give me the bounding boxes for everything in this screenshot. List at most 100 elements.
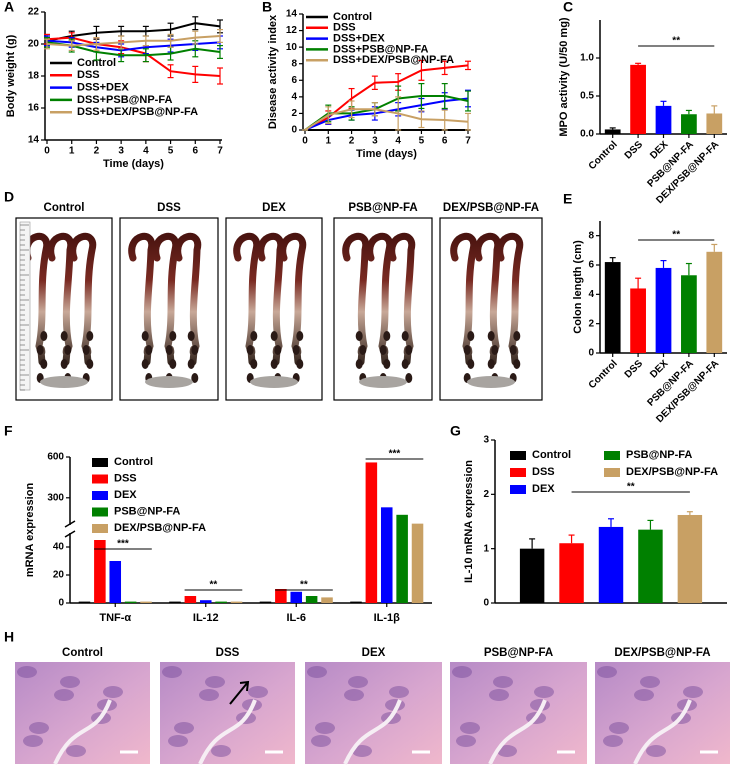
panel-label: E bbox=[563, 191, 572, 207]
crypt bbox=[162, 666, 182, 678]
legend-label: DEX bbox=[114, 489, 137, 501]
x-tick-label: 7 bbox=[465, 136, 471, 147]
significance-label: *** bbox=[389, 449, 401, 460]
photo-label: PSB@NP-FA bbox=[484, 647, 553, 659]
stool bbox=[187, 331, 195, 341]
arrow bbox=[229, 680, 250, 705]
crypt bbox=[29, 722, 49, 734]
legend-label: DEX bbox=[532, 483, 555, 495]
y-axis-label: mRNA expression bbox=[24, 483, 36, 578]
crypt bbox=[344, 689, 364, 701]
x-tick-label: 2 bbox=[349, 136, 355, 147]
crypt bbox=[452, 666, 472, 678]
crypt bbox=[54, 689, 74, 701]
crypt bbox=[460, 722, 480, 734]
y-tick-label: 22 bbox=[28, 7, 40, 18]
legend-label: PSB@NP-FA bbox=[114, 505, 180, 517]
stool bbox=[401, 331, 409, 341]
y-tick-label: 3 bbox=[483, 435, 489, 446]
legend-label: DSS bbox=[114, 472, 137, 484]
stool bbox=[491, 345, 499, 355]
lumen bbox=[633, 699, 692, 765]
significance-label: *** bbox=[117, 539, 129, 550]
crypt bbox=[389, 686, 409, 698]
cecum bbox=[250, 376, 298, 388]
stool bbox=[405, 373, 413, 383]
stool bbox=[82, 345, 90, 355]
stool bbox=[64, 345, 72, 355]
stool bbox=[296, 359, 304, 369]
y-axis-label: IL-10 mRNA expression bbox=[463, 460, 475, 583]
cecum bbox=[40, 376, 88, 388]
lumen bbox=[198, 699, 257, 765]
stool bbox=[86, 331, 94, 341]
bar bbox=[305, 596, 318, 603]
y-tick-label: 16 bbox=[28, 103, 40, 114]
significance-label: ** bbox=[672, 230, 680, 241]
crypt bbox=[66, 745, 86, 757]
photo-label: DEX bbox=[362, 647, 386, 659]
legend-label: DSS+DEX bbox=[77, 82, 129, 94]
stool bbox=[141, 359, 149, 369]
stool bbox=[401, 359, 409, 369]
stool bbox=[145, 345, 153, 355]
y-tick-label: 0.0 bbox=[580, 129, 594, 140]
x-tick-label: 0 bbox=[302, 136, 308, 147]
crypt bbox=[168, 735, 188, 747]
bar bbox=[681, 114, 697, 134]
cecum bbox=[467, 376, 515, 388]
crypt bbox=[348, 676, 368, 688]
crypt bbox=[211, 745, 231, 757]
bar bbox=[598, 526, 624, 603]
series-line bbox=[46, 36, 221, 77]
legend-swatch bbox=[510, 451, 526, 460]
axis-break bbox=[64, 530, 76, 538]
stool bbox=[60, 331, 68, 341]
crypt bbox=[307, 666, 327, 678]
crypt bbox=[199, 689, 219, 701]
y-tick-label: 0 bbox=[588, 348, 594, 359]
bar bbox=[275, 589, 287, 603]
bar bbox=[109, 561, 122, 603]
legend-label: DSS bbox=[77, 69, 100, 81]
stool bbox=[187, 359, 195, 369]
stool bbox=[513, 331, 521, 341]
histology-image bbox=[450, 662, 587, 764]
stool bbox=[40, 359, 48, 369]
crypt bbox=[205, 676, 225, 688]
panel-label: C bbox=[563, 0, 573, 15]
axis-break bbox=[64, 520, 76, 528]
bar bbox=[411, 523, 424, 603]
bar bbox=[124, 601, 137, 603]
y-tick-label: 10 bbox=[286, 42, 298, 53]
stool bbox=[405, 345, 413, 355]
stool bbox=[487, 331, 495, 341]
legend-swatch bbox=[92, 491, 108, 500]
bar bbox=[630, 64, 646, 134]
series-line bbox=[46, 22, 221, 42]
stool bbox=[191, 345, 199, 355]
legend-swatch bbox=[510, 468, 526, 477]
bar bbox=[604, 129, 621, 134]
cecum bbox=[359, 376, 407, 388]
bar bbox=[230, 601, 243, 603]
x-tick-label: 1 bbox=[69, 146, 75, 157]
x-tick-label: Control bbox=[587, 139, 620, 172]
bar bbox=[706, 113, 723, 134]
stool bbox=[169, 331, 177, 341]
stool bbox=[40, 331, 48, 341]
y-axis-label: Disease activity index bbox=[267, 14, 279, 129]
x-tick-label: IL-1β bbox=[374, 612, 401, 624]
series-line bbox=[46, 41, 221, 57]
bar bbox=[604, 262, 621, 353]
y-tick-label: 2 bbox=[483, 489, 489, 500]
crypt bbox=[311, 735, 331, 747]
legend-label: DSS+DEX/PSB@NP-FA bbox=[333, 54, 454, 66]
x-tick-label: 4 bbox=[143, 146, 149, 157]
x-tick-label: DEX bbox=[648, 139, 671, 162]
significance-label: ** bbox=[627, 482, 635, 493]
stool bbox=[296, 331, 304, 341]
crypt bbox=[489, 689, 509, 701]
legend-swatch bbox=[604, 468, 620, 477]
legend-swatch bbox=[510, 485, 526, 494]
